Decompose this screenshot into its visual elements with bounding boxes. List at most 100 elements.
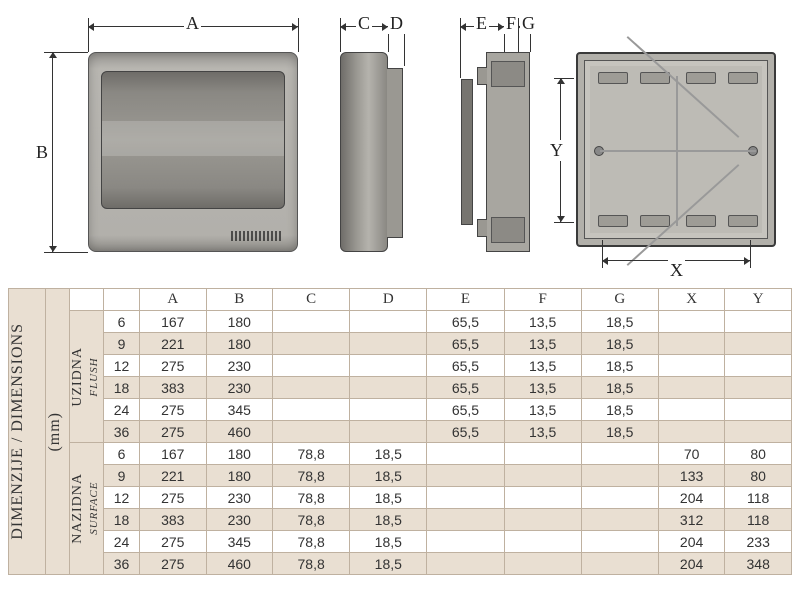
cell-D bbox=[350, 377, 427, 399]
label-X: X bbox=[668, 260, 685, 281]
table-row: UZIDNAFLUSH616718065,513,518,5 bbox=[9, 311, 792, 333]
cell-X bbox=[658, 399, 725, 421]
cell-A: 167 bbox=[140, 443, 207, 465]
cell-E bbox=[427, 553, 504, 575]
cell-F: 13,5 bbox=[504, 333, 581, 355]
table-row: 3627546065,513,518,5 bbox=[9, 421, 792, 443]
front-view bbox=[88, 52, 298, 252]
cell-C bbox=[273, 421, 350, 443]
cell-B: 230 bbox=[206, 377, 273, 399]
label-B: B bbox=[34, 142, 50, 163]
mounting-slot bbox=[598, 215, 628, 227]
enclosure-door bbox=[101, 71, 285, 209]
cell-X: 312 bbox=[658, 509, 725, 531]
cell-B: 230 bbox=[206, 487, 273, 509]
cell-B: 180 bbox=[206, 311, 273, 333]
brand-logo bbox=[231, 231, 281, 241]
row-key: 18 bbox=[104, 377, 140, 399]
cell-A: 221 bbox=[140, 333, 207, 355]
cell-F bbox=[504, 531, 581, 553]
row-key: 36 bbox=[104, 553, 140, 575]
cell-Y bbox=[725, 377, 792, 399]
dimension-B bbox=[52, 52, 53, 252]
cell-C: 78,8 bbox=[273, 509, 350, 531]
cell-F: 13,5 bbox=[504, 355, 581, 377]
cell-C bbox=[273, 333, 350, 355]
row-key: 24 bbox=[104, 399, 140, 421]
cell-G bbox=[581, 553, 658, 575]
cell-Y: 233 bbox=[725, 531, 792, 553]
cell-C: 78,8 bbox=[273, 465, 350, 487]
row-key: 36 bbox=[104, 421, 140, 443]
cell-D bbox=[350, 399, 427, 421]
cell-C: 78,8 bbox=[273, 443, 350, 465]
cell-X: 204 bbox=[658, 553, 725, 575]
cell-Y: 80 bbox=[725, 443, 792, 465]
cell-E bbox=[427, 531, 504, 553]
mounting-slot bbox=[686, 72, 716, 84]
cell-Y bbox=[725, 311, 792, 333]
label-Y: Y bbox=[548, 140, 565, 161]
cell-D: 18,5 bbox=[350, 531, 427, 553]
cell-Y bbox=[725, 333, 792, 355]
label-A: A bbox=[184, 13, 201, 34]
cell-G: 18,5 bbox=[581, 355, 658, 377]
cell-B: 180 bbox=[206, 465, 273, 487]
label-E: E bbox=[474, 13, 489, 34]
cell-G: 18,5 bbox=[581, 421, 658, 443]
cell-C bbox=[273, 311, 350, 333]
col-header-X: X bbox=[658, 289, 725, 311]
back-extension bbox=[387, 68, 403, 238]
table-row: 2427534578,818,5204233 bbox=[9, 531, 792, 553]
section-view bbox=[486, 52, 530, 252]
mounting-slot bbox=[728, 215, 758, 227]
mounting-slot bbox=[598, 72, 628, 84]
cell-Y: 118 bbox=[725, 487, 792, 509]
dimensions-table: DIMENZIJE / DIMENSIONS(mm)ABCDEFGXYUZIDN… bbox=[8, 288, 792, 575]
cell-D: 18,5 bbox=[350, 465, 427, 487]
cell-E: 65,5 bbox=[427, 377, 504, 399]
row-key: 24 bbox=[104, 531, 140, 553]
cell-X: 204 bbox=[658, 531, 725, 553]
cell-D bbox=[350, 355, 427, 377]
cell-C: 78,8 bbox=[273, 553, 350, 575]
cell-X bbox=[658, 377, 725, 399]
cell-F: 13,5 bbox=[504, 421, 581, 443]
label-G: G bbox=[520, 13, 537, 34]
cell-C bbox=[273, 355, 350, 377]
cell-D: 18,5 bbox=[350, 487, 427, 509]
cell-E bbox=[427, 465, 504, 487]
cell-F: 13,5 bbox=[504, 399, 581, 421]
cell-E bbox=[427, 443, 504, 465]
side-view bbox=[340, 52, 388, 252]
label-D: D bbox=[388, 13, 405, 34]
cell-C bbox=[273, 377, 350, 399]
cell-E bbox=[427, 509, 504, 531]
cell-E: 65,5 bbox=[427, 399, 504, 421]
cell-F bbox=[504, 509, 581, 531]
col-header-A: A bbox=[140, 289, 207, 311]
cell-D bbox=[350, 421, 427, 443]
cell-Y bbox=[725, 399, 792, 421]
cell-F bbox=[504, 553, 581, 575]
mounting-slot bbox=[640, 215, 670, 227]
cell-G bbox=[581, 531, 658, 553]
row-key: 18 bbox=[104, 509, 140, 531]
cell-A: 275 bbox=[140, 355, 207, 377]
cell-X: 133 bbox=[658, 465, 725, 487]
cell-Y bbox=[725, 421, 792, 443]
row-key: 9 bbox=[104, 333, 140, 355]
row-key: 9 bbox=[104, 465, 140, 487]
table-row: 1227523065,513,518,5 bbox=[9, 355, 792, 377]
cell-B: 460 bbox=[206, 421, 273, 443]
table-row: 922118065,513,518,5 bbox=[9, 333, 792, 355]
cell-X: 70 bbox=[658, 443, 725, 465]
cell-B: 230 bbox=[206, 355, 273, 377]
cell-G: 18,5 bbox=[581, 399, 658, 421]
cell-E: 65,5 bbox=[427, 311, 504, 333]
cell-C bbox=[273, 399, 350, 421]
cell-D: 18,5 bbox=[350, 553, 427, 575]
cell-X bbox=[658, 311, 725, 333]
table-row: 2427534565,513,518,5 bbox=[9, 399, 792, 421]
table-row: 1227523078,818,5204118 bbox=[9, 487, 792, 509]
